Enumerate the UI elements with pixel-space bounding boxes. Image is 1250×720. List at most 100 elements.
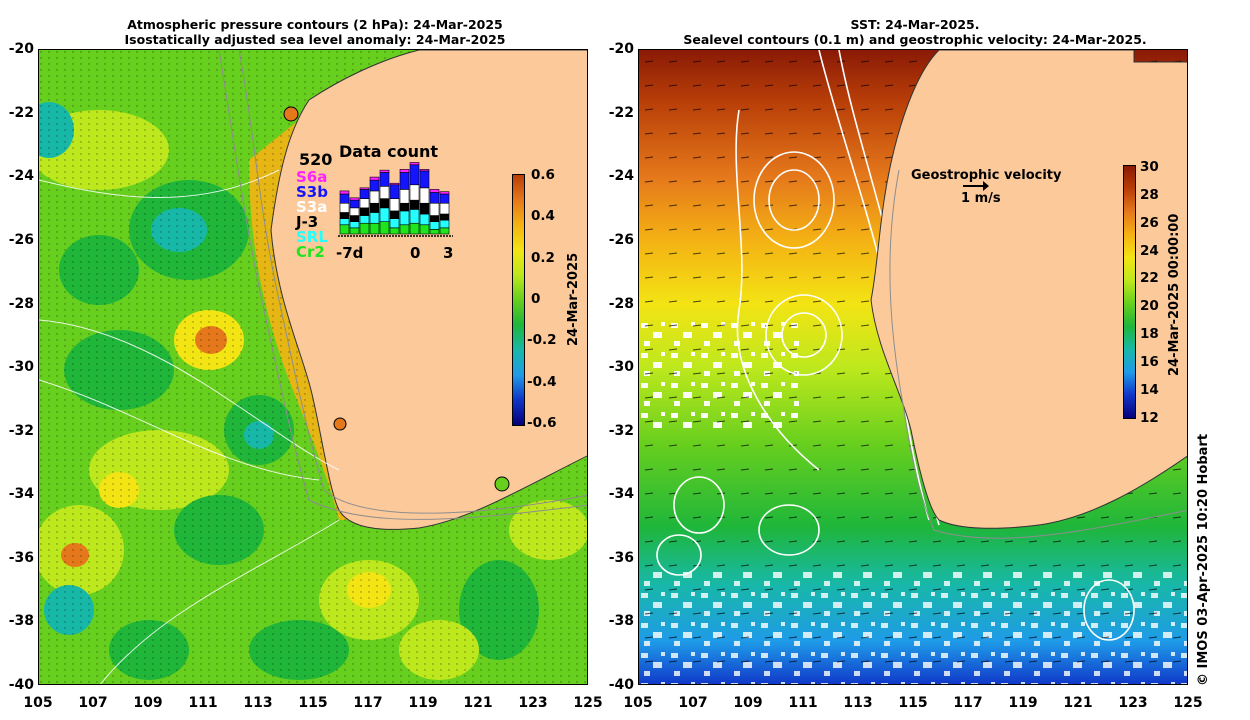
- velocity-legend-title: Geostrophic velocity: [911, 168, 1062, 183]
- data-count-bar-segment: [439, 193, 450, 204]
- x-tick: 125: [1173, 695, 1203, 711]
- data-count-bar-segment: [359, 198, 370, 209]
- right-colorbar-date: 24-Mar-2025 00:00:00: [1167, 213, 1182, 376]
- data-count-bar-segment: [339, 224, 350, 235]
- velocity-legend: Geostrophic velocity 1 m/s: [911, 168, 1071, 206]
- data-count-bar-segment: [399, 169, 410, 173]
- right-cb-tick: 24: [1140, 243, 1159, 259]
- data-count-bar-segment: [349, 215, 360, 222]
- data-count-bar-segment: [359, 187, 370, 190]
- data-count-bar-segment: [439, 213, 450, 221]
- right-title-line1: SST: 24-Mar-2025.: [850, 17, 980, 32]
- right-cb-tick: 26: [1140, 215, 1159, 231]
- mission-cr2: Cr2: [296, 243, 325, 261]
- tide-gauge-markers: [283, 106, 510, 492]
- x-tick: 123: [1118, 695, 1148, 711]
- y-tick: -20: [8, 41, 34, 57]
- data-count-bar-segment: [419, 224, 430, 235]
- left-cb-tick: 0.6: [531, 167, 555, 183]
- x-tick: 115: [298, 695, 328, 711]
- y-tick: -38: [608, 613, 634, 629]
- x-tick: 111: [188, 695, 218, 711]
- y-tick: -26: [608, 232, 634, 248]
- data-count-bar-segment: [399, 189, 410, 204]
- data-count-bar-segment: [359, 189, 370, 199]
- data-count-bar-segment: [439, 202, 450, 215]
- bathymetry-contours: [218, 50, 587, 520]
- left-colorbar-date: 24-Mar-2025: [566, 252, 581, 346]
- mission-s3a: S3a: [296, 198, 328, 216]
- y-tick: -24: [8, 168, 34, 184]
- data-count-bar-segment: [399, 202, 410, 212]
- x-tick: 107: [78, 695, 108, 711]
- y-tick: -26: [8, 232, 34, 248]
- x-tick: 109: [133, 695, 163, 711]
- right-cb-tick: 28: [1140, 187, 1159, 203]
- data-count-x-zero: 0: [410, 244, 421, 262]
- data-count-bar-segment: [339, 202, 350, 213]
- left-title-line1: Atmospheric pressure contours (2 hPa): 2…: [127, 17, 503, 32]
- data-count-bar-segment: [339, 193, 350, 204]
- right-map[interactable]: Geostrophic velocity 1 m/s: [638, 49, 1188, 685]
- mission-legend: S6a S3b S3a J-3 SRL Cr2: [296, 170, 328, 260]
- x-tick: 119: [1008, 695, 1038, 711]
- y-tick: -38: [8, 613, 34, 629]
- data-count-bar-segment: [429, 221, 440, 230]
- mission-s6a: S6a: [296, 168, 328, 186]
- data-count-bar-segment: [339, 190, 350, 195]
- data-count-max: 520: [299, 150, 333, 169]
- data-count-bar-segment: [419, 170, 430, 189]
- data-count-x-start: -7d: [336, 244, 364, 262]
- data-count-inset: Data count 520 S6a S3b S3a J-3 SRL Cr2 -…: [294, 140, 469, 270]
- y-tick: -24: [608, 168, 634, 184]
- right-cb-tick: 22: [1140, 270, 1159, 286]
- left-cb-tick: -0.2: [527, 332, 557, 348]
- data-count-bar-segment: [379, 169, 390, 173]
- data-count-bar-segment: [369, 190, 380, 204]
- right-title-line2: Sealevel contours (0.1 m) and geostrophi…: [683, 32, 1147, 47]
- y-tick: -30: [8, 359, 34, 375]
- right-map-svg: [639, 50, 1187, 684]
- land-mass: [270, 50, 587, 530]
- left-map[interactable]: Data count 520 S6a S3b S3a J-3 SRL Cr2 -…: [38, 49, 588, 685]
- data-count-bar-segment: [429, 202, 440, 216]
- bathymetry-contours: [889, 169, 1187, 539]
- right-title: SST: 24-Mar-2025. Sealevel contours (0.1…: [640, 17, 1190, 47]
- left-cb-tick: 0.4: [531, 208, 555, 224]
- y-tick: -34: [608, 486, 634, 502]
- data-count-bar-segment: [369, 179, 380, 192]
- x-tick: 121: [463, 695, 493, 711]
- pressure-contours: [39, 169, 340, 684]
- x-tick: 123: [518, 695, 548, 711]
- data-count-bar-segment: [399, 224, 410, 235]
- left-map-svg: [39, 50, 587, 684]
- data-count-bar-segment: [369, 212, 380, 224]
- velocity-legend-arrow: [963, 181, 989, 191]
- data-count-bar-segment: [359, 222, 370, 235]
- data-count-bar-segment: [389, 218, 400, 229]
- left-title-line2: Isostatically adjusted sea level anomaly…: [124, 32, 506, 47]
- data-count-bar-segment: [369, 176, 380, 181]
- data-count-bar-segment: [369, 222, 380, 235]
- data-count-bar-segment: [359, 207, 370, 216]
- data-count-bar-segment: [389, 184, 400, 199]
- data-count-bar-segment: [429, 189, 440, 193]
- data-count-bars: [338, 162, 453, 237]
- data-count-bar-segment: [429, 229, 440, 235]
- data-count-bar-segment: [349, 199, 360, 209]
- y-tick: -34: [8, 486, 34, 502]
- x-tick: 111: [788, 695, 818, 711]
- mission-j3: J-3: [296, 213, 319, 231]
- right-cb-tick: 18: [1140, 326, 1159, 342]
- data-count-bar-segment: [429, 192, 440, 204]
- data-count-bar-segment: [409, 164, 420, 186]
- right-cb-tick: 30: [1140, 159, 1159, 175]
- y-tick: -36: [8, 550, 34, 566]
- left-cb-tick: -0.4: [527, 374, 557, 390]
- data-count-bar-segment: [379, 198, 390, 209]
- left-cb-tick: 0: [531, 291, 541, 307]
- data-count-bar-segment: [349, 221, 360, 229]
- right-colorbar: [1123, 165, 1136, 419]
- arrow-head-icon: [983, 181, 989, 191]
- data-count-bar-segment: [389, 210, 400, 219]
